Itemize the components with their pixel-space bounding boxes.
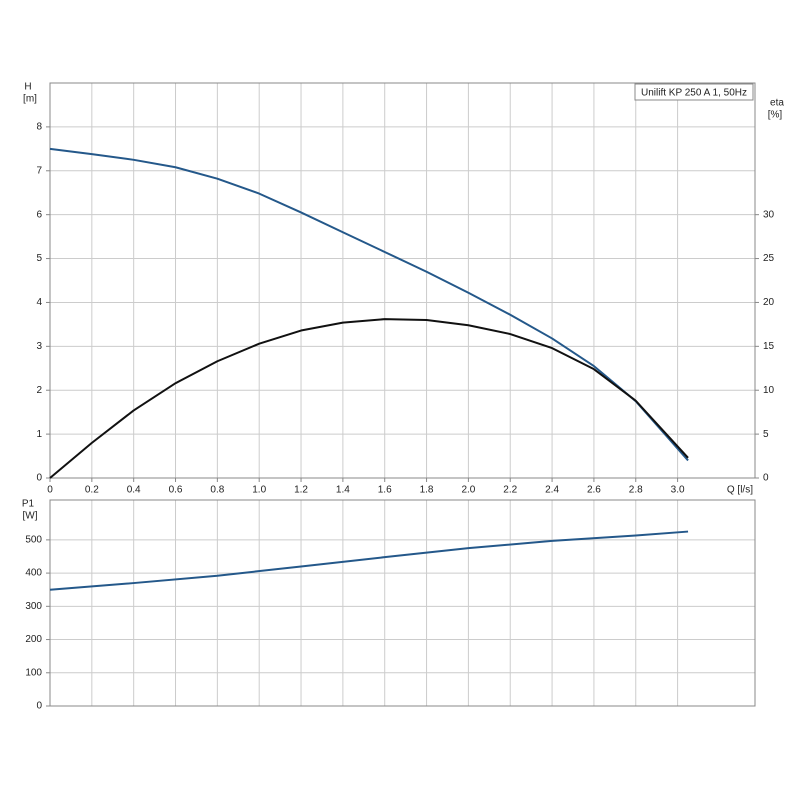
x-tick-label: 2.8 — [629, 485, 643, 496]
y2-tick-label: 15 — [763, 341, 775, 352]
y2-tick-label: 10 — [763, 385, 775, 396]
x-tick-label: 1.8 — [420, 485, 434, 496]
x-tick-label: 0.4 — [127, 485, 141, 496]
x-tick-label: 1.2 — [294, 485, 308, 496]
y-axis-label: P1 — [22, 499, 35, 510]
x-tick-label: 1.4 — [336, 485, 350, 496]
y2-tick-label: 30 — [763, 209, 775, 220]
y-tick-label: 0 — [36, 701, 42, 712]
data-line — [49, 318, 689, 479]
y2-tick-label: 5 — [763, 429, 769, 440]
annotation: Unilift KP 250 A 1, 50Hz — [641, 88, 747, 99]
y-tick-label: 500 — [25, 535, 42, 546]
y-tick-label: 4 — [36, 297, 42, 308]
y-tick-label: 3 — [36, 341, 42, 352]
plot-frame — [49, 82, 756, 479]
data-line — [49, 147, 689, 462]
y-tick-label: 1 — [36, 429, 42, 440]
x-tick-label: 0.2 — [85, 485, 99, 496]
x-tick-label: 2.6 — [587, 485, 601, 496]
y-tick-label: 2 — [36, 385, 42, 396]
y-axis-label: H — [24, 82, 31, 93]
x-tick-label: 0 — [47, 485, 53, 496]
x-tick-label: 2.4 — [545, 485, 559, 496]
x-tick-label: 1.6 — [378, 485, 392, 496]
y-tick-label: 0 — [36, 473, 42, 484]
x-tick-label: 2.2 — [503, 485, 517, 496]
y2-tick-label: 25 — [763, 253, 775, 264]
y-tick-label: 5 — [36, 253, 42, 264]
x-tick-label: 1.0 — [252, 485, 266, 496]
y-axis-unit: [W] — [23, 511, 38, 522]
data-line — [49, 530, 689, 591]
y-axis-unit: [m] — [23, 94, 37, 105]
y-tick-label: 6 — [36, 209, 42, 220]
y-tick-label: 200 — [25, 634, 42, 645]
x-axis-label: Q [l/s] — [727, 485, 753, 496]
x-tick-label: 0.8 — [210, 485, 224, 496]
y2-tick-label: 20 — [763, 297, 775, 308]
y2-axis-unit: [%] — [768, 110, 783, 121]
y-tick-label: 100 — [25, 667, 42, 678]
plot-frame — [49, 499, 756, 707]
y2-tick-label: 0 — [763, 473, 769, 484]
x-tick-label: 3.0 — [671, 485, 685, 496]
y-tick-label: 400 — [25, 568, 42, 579]
annotation-box — [634, 83, 754, 101]
x-tick-label: 2.0 — [461, 485, 475, 496]
x-tick-label: 0.6 — [169, 485, 183, 496]
y2-axis-label: eta — [770, 98, 784, 109]
y-tick-label: 8 — [36, 122, 42, 133]
y-tick-label: 7 — [36, 165, 42, 176]
y-tick-label: 300 — [25, 601, 42, 612]
